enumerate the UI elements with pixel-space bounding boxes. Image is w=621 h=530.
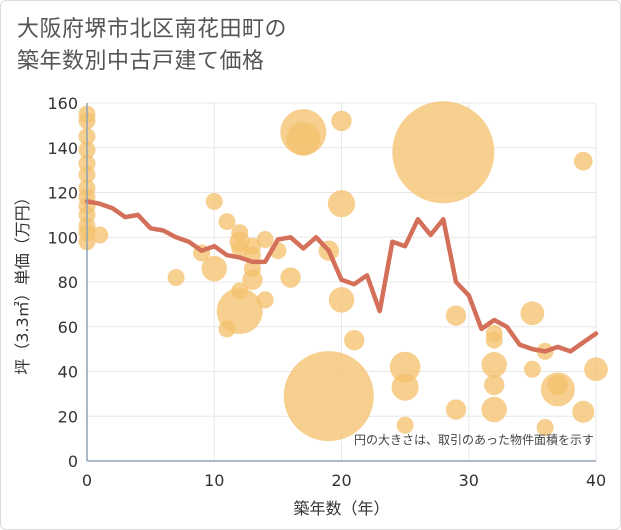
y-tick-label: 160 (47, 94, 78, 113)
y-tick-label: 60 (58, 318, 78, 337)
tick-labels: 0 20 40 60 80 100 120 140 160 0 10 20 30 40 (47, 94, 606, 490)
axes (86, 103, 596, 462)
x-axis-title: 築年数（年） (293, 499, 389, 518)
data-bubble (572, 400, 595, 423)
data-bubble (328, 287, 355, 313)
data-bubble (231, 239, 249, 257)
y-tick-label: 0 (68, 452, 78, 471)
data-bubble (536, 418, 554, 436)
y-tick-label: 40 (58, 363, 78, 382)
data-bubble (243, 260, 261, 278)
data-bubble (280, 267, 301, 288)
data-bubble (218, 320, 236, 338)
data-bubble (391, 373, 419, 401)
trend-line (84, 199, 599, 354)
data-bubble (547, 374, 569, 396)
data-bubble (283, 351, 374, 442)
data-bubble (481, 352, 507, 378)
y-tick-label: 20 (58, 407, 78, 426)
x-tick-label: 40 (586, 471, 606, 490)
data-bubble (201, 255, 227, 282)
y-tick-label: 120 (47, 184, 78, 203)
data-bubble (256, 291, 274, 309)
bubble-size-note: 円の大きさは、取引のあった物件面積を示す (354, 432, 594, 447)
chart-title-line-1: 大阪府堺市北区南花田町の (17, 17, 288, 42)
data-bubble (445, 399, 467, 420)
data-bubble (445, 305, 467, 326)
data-bubble (344, 329, 365, 351)
x-tick-label: 20 (331, 471, 351, 490)
y-axis-title: 坪（3.3㎡）単価（万円） (13, 189, 32, 374)
data-bubble (167, 269, 185, 287)
trend-line-series (84, 199, 599, 354)
data-bubble (91, 226, 109, 244)
data-bubble (573, 151, 593, 171)
y-tick-label: 140 (47, 139, 78, 158)
data-bubble (231, 282, 249, 300)
data-bubble (523, 360, 541, 378)
x-tick-label: 0 (82, 471, 92, 490)
chart-title-line-2: 築年数別中古戸建て価格 (17, 49, 265, 74)
data-bubble (520, 301, 545, 326)
data-bubble (481, 396, 507, 423)
data-bubble (327, 190, 356, 218)
chart-title: 大阪府堺市北区南花田町の 築年数別中古戸建て価格 (17, 14, 287, 78)
data-bubble (396, 416, 414, 434)
data-bubble (389, 351, 421, 383)
y-tick-label: 80 (58, 273, 78, 292)
data-bubble (218, 213, 236, 231)
data-bubble (256, 230, 274, 248)
data-bubble (584, 357, 608, 382)
y-tick-label: 100 (47, 228, 78, 247)
data-bubble (231, 224, 249, 242)
data-bubble (392, 101, 495, 204)
data-bubble (484, 374, 505, 396)
data-bubble (331, 110, 352, 132)
data-bubble (286, 121, 321, 156)
data-bubble (485, 331, 503, 349)
bubble-series (78, 101, 608, 442)
data-bubble (205, 192, 223, 210)
x-tick-label: 10 (204, 471, 224, 490)
x-tick-label: 30 (459, 471, 479, 490)
